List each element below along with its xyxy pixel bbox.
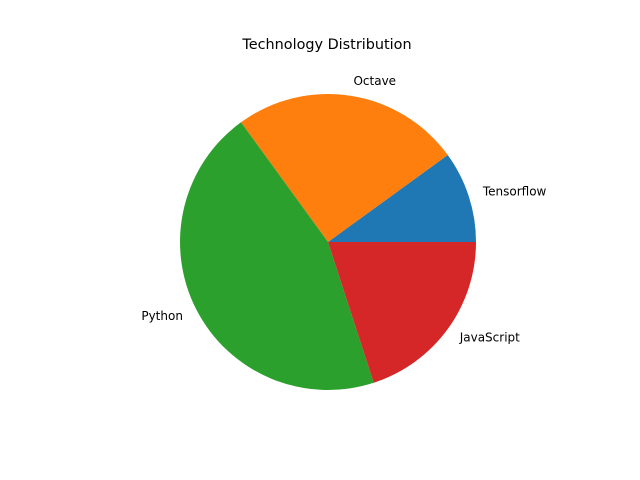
pie-label-javascript: JavaScript [459, 331, 520, 345]
pie-slices [180, 94, 476, 390]
pie-slice-tensorflow [328, 155, 476, 242]
pie-label-octave: Octave [353, 74, 396, 88]
pie-slice-octave [241, 94, 448, 243]
pie-label-tensorflow: Tensorflow [482, 185, 547, 199]
chart-title: Technology Distribution [241, 37, 411, 53]
pie-slice-python [180, 122, 374, 390]
pie-labels: Tensorflow Octave Python JavaScript [141, 74, 546, 344]
pie-label-python: Python [141, 309, 183, 323]
pie-slice-javascript [328, 242, 476, 383]
